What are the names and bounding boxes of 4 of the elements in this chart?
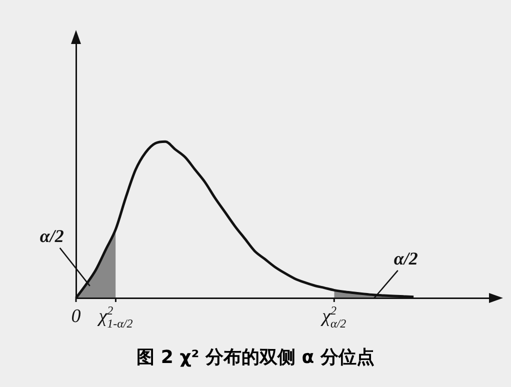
text: α/2	[40, 226, 64, 246]
x-tick-label: 0	[71, 306, 82, 327]
text: 图 2 χ² 分布的双侧 α 分位点	[136, 346, 376, 369]
annotation: α/2	[394, 248, 418, 268]
